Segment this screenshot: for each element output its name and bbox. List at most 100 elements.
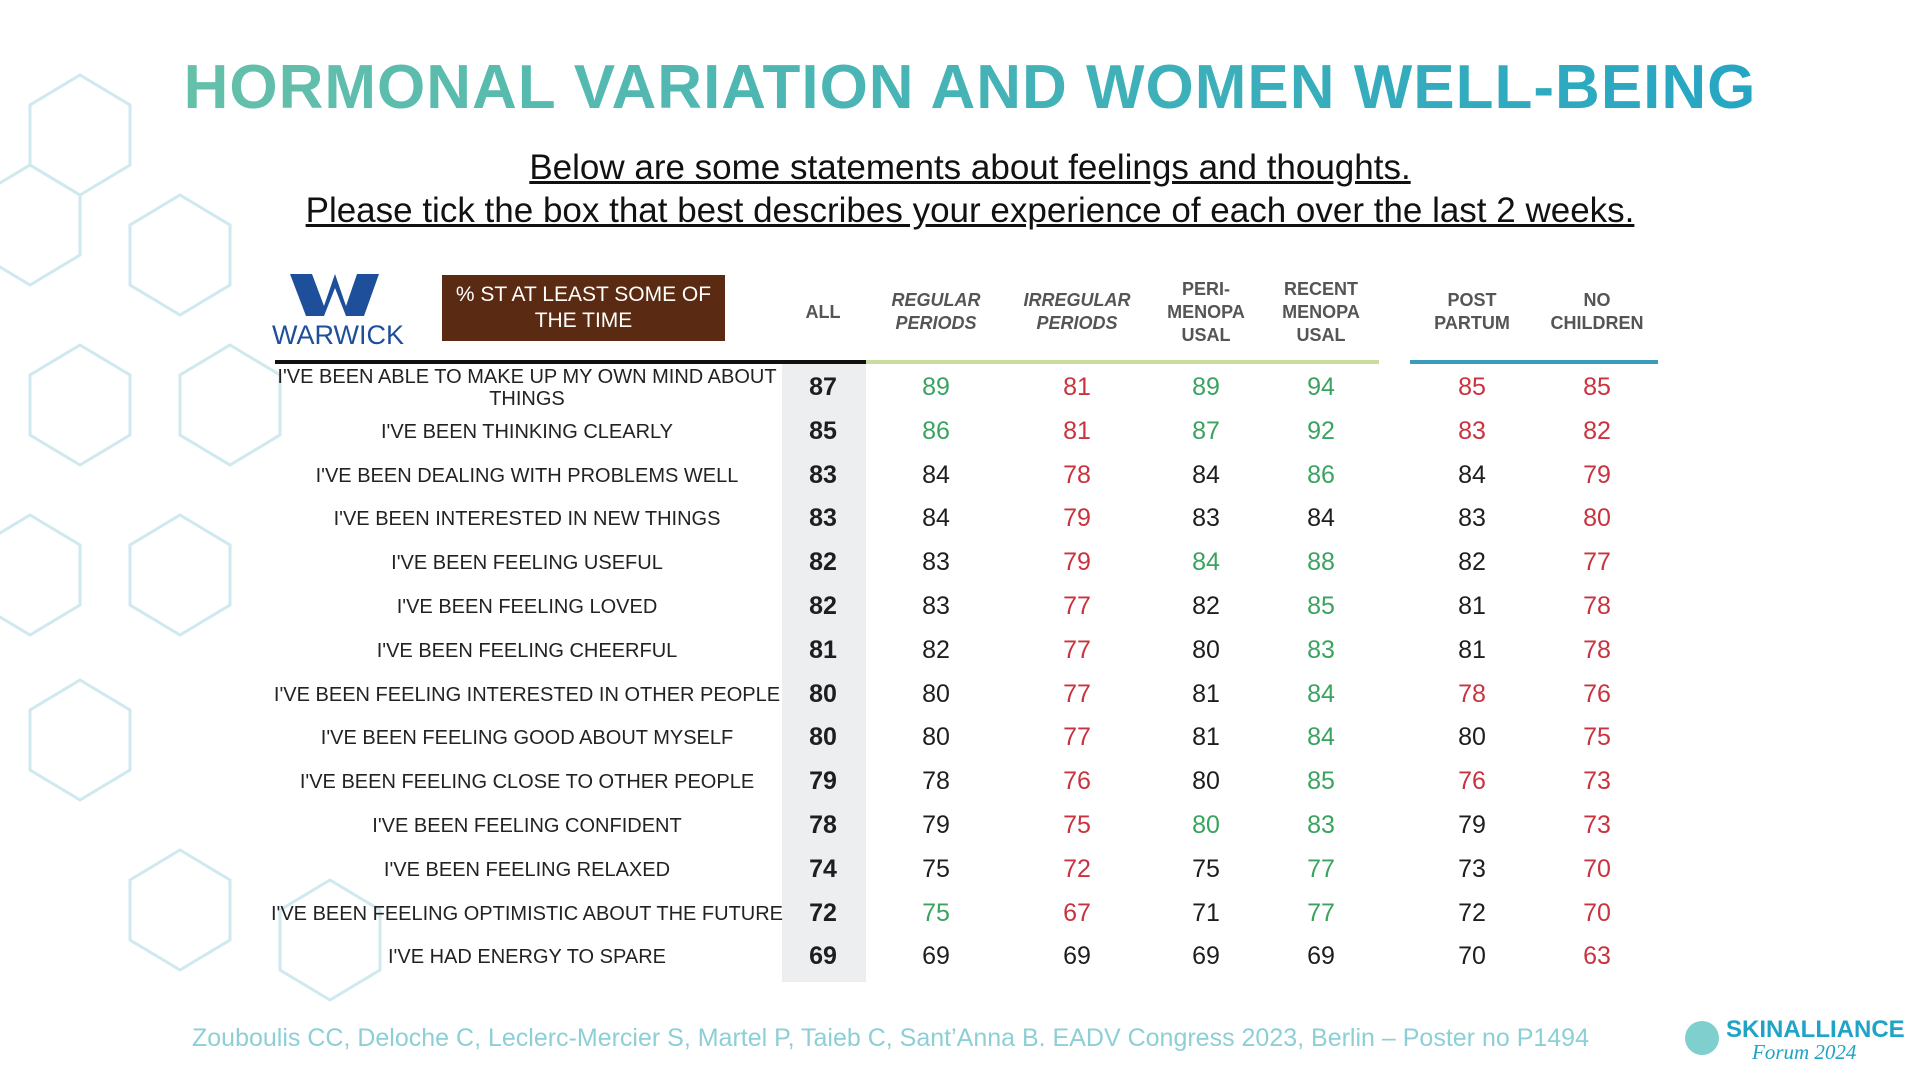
value: 76 [1458,767,1486,796]
column-header: REGULAR PERIODS [871,262,1001,362]
row-label: I'VE BEEN FEELING CONFIDENT [372,815,682,837]
value: 76 [1583,679,1611,708]
logo-text: WARWICK [272,320,404,350]
value: 81 [809,635,837,664]
value: 82 [1192,592,1220,620]
row-label: I'VE BEEN DEALING WITH PROBLEMS WELL [315,464,739,487]
column-header-line: PERIODS [1036,313,1118,333]
value: 80 [922,679,950,708]
column-header: POST PARTUM [1407,262,1537,362]
row-label: I'VE BEEN ABLE TO MAKE UP MY OWN MIND AB… [277,366,777,410]
column-header-line: RECENT [1283,278,1358,299]
value: 84 [1458,460,1486,489]
value: 77 [1307,854,1335,883]
value: 78 [809,811,837,839]
value: 79 [922,811,950,839]
value: 82 [1458,548,1486,577]
value: 83 [1307,635,1335,664]
column-header-line: MENOPA [1167,301,1245,322]
value: 80 [1192,811,1220,839]
subtitle: Below are some statements about feelings… [529,148,1411,187]
value: 87 [1192,416,1220,445]
value: 81 [1192,679,1220,708]
value: 78 [1063,460,1091,489]
value: 89 [1192,373,1220,401]
value: 82 [1583,416,1611,445]
value: 80 [1583,504,1611,533]
value: 69 [1307,942,1335,971]
value: 84 [922,504,950,533]
value: 83 [809,460,837,489]
column-header-line: MENOPA [1282,301,1360,322]
value: 84 [1307,723,1335,752]
value: 82 [809,548,837,577]
value: 69 [922,942,950,971]
column-header-line: USAL [1296,324,1346,345]
value: 80 [1192,635,1220,664]
row-label: I'VE BEEN FEELING GOOD ABOUT MYSELF [320,727,734,750]
value: 79 [1063,548,1091,577]
value: 83 [1458,504,1486,533]
row-label: I'VE BEEN FEELING OPTIMISTIC ABOUT THE F… [270,902,784,925]
row-label: I'VE BEEN INTERESTED IN NEW THINGS [333,508,721,531]
row-label: I'VE BEEN FEELING USEFUL [391,552,663,575]
subtitle: Please tick the box that best describes … [305,191,1635,230]
value: 73 [1583,767,1611,796]
value: 72 [1063,854,1091,883]
value: 70 [1583,854,1611,883]
value: 77 [1583,548,1611,577]
value: 81 [1458,635,1486,664]
hexagon-background [0,73,382,1002]
value: 78 [1583,635,1611,664]
value: 75 [922,898,950,927]
label-header: % ST AT LEAST SOME OF THE TIME [442,275,725,341]
value: 79 [1063,504,1091,533]
column-header-line: CHILDREN [1550,313,1644,333]
value: 69 [1192,942,1220,971]
value: 84 [1192,548,1220,577]
value: 75 [922,854,950,883]
value: 86 [922,416,950,445]
value: 81 [1063,373,1091,401]
column-header-line: NO [1583,290,1611,310]
value: 92 [1307,416,1335,445]
value: 69 [1063,942,1091,971]
value: 78 [1583,592,1611,620]
value: 83 [1192,504,1220,533]
value: 73 [1583,811,1611,839]
value: 86 [1307,460,1335,489]
value: 81 [1192,723,1220,752]
value: 77 [1063,723,1091,752]
value: 76 [1063,767,1091,796]
row-label: I'VE BEEN THINKING CLEARLY [380,420,674,443]
value: 67 [1063,898,1091,927]
row-label: I'VE BEEN FEELING CHEERFUL [376,639,678,662]
value: 80 [809,679,837,708]
value: 85 [1583,373,1611,401]
brand-name: SKINALLIANCE [1726,1016,1905,1043]
value: 80 [1458,723,1486,752]
value: 81 [1063,416,1091,445]
value: 77 [1063,635,1091,664]
value: 77 [1063,592,1091,620]
value: 75 [1192,854,1220,883]
value: 83 [922,592,950,620]
value: 70 [1458,942,1486,971]
rule [275,360,866,364]
value: 80 [922,723,950,752]
value: 77 [1307,898,1335,927]
value: 75 [1063,811,1091,839]
row-label: I'VE HAD ENERGY TO SPARE [388,946,666,969]
logo-mark [290,274,379,316]
row-label: I'VE BEEN FEELING INTERESTED IN OTHER PE… [273,683,781,706]
rule [866,360,1379,364]
value: 63 [1583,942,1611,971]
value: 72 [1458,898,1486,927]
value: 73 [1458,854,1486,883]
value: 85 [1307,767,1335,796]
value: 78 [1458,679,1486,708]
value: 84 [1192,460,1220,489]
value: 85 [1307,592,1335,620]
value: 79 [1583,460,1611,489]
